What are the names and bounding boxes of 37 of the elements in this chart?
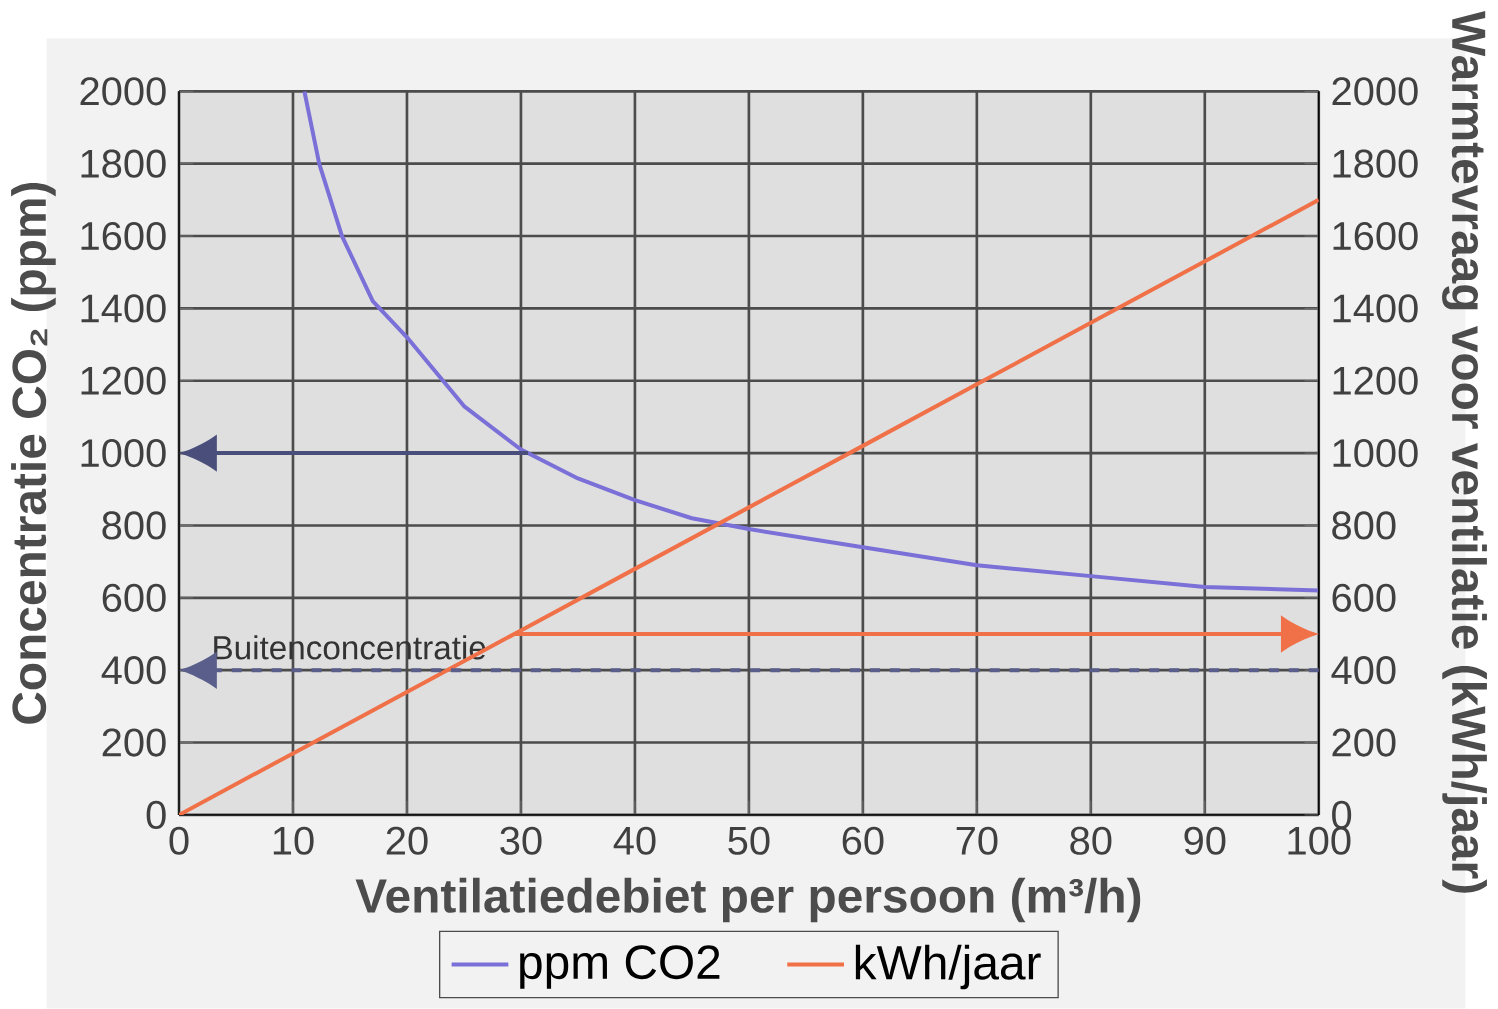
y2-tick-label: 400 xyxy=(1331,656,1396,685)
x-tick-label: 90 xyxy=(1184,826,1226,855)
y-tick-label: 800 xyxy=(102,511,166,540)
y-tick-label: 200 xyxy=(102,728,166,757)
y-tick-label: 600 xyxy=(102,583,166,613)
y2-tick-label: 600 xyxy=(1332,583,1396,613)
y-tick-label: 0 xyxy=(146,800,166,830)
x-axis-title: Ventilatiedebiet per persoon (m³/h) xyxy=(355,877,1141,923)
y-tick-label: 1000 xyxy=(81,439,166,468)
y-tick-label: 1800 xyxy=(81,149,166,178)
y-tick-label: 1200 xyxy=(81,366,166,395)
y2-tick-label: 1600 xyxy=(1333,222,1418,251)
x-tick-label: 40 xyxy=(613,826,656,855)
y2-tick-label: 1400 xyxy=(1333,294,1418,323)
x-tick-label: 50 xyxy=(728,826,770,855)
y-tick-label: 1400 xyxy=(81,294,166,323)
y2-tick-label: 2000 xyxy=(1332,77,1418,106)
x-tick-label: 80 xyxy=(1070,826,1112,855)
x-tick-label: 10 xyxy=(273,826,314,855)
x-tick-label: 100 xyxy=(1288,826,1351,855)
x-tick-label: 20 xyxy=(386,826,428,855)
y2-tick-label: 1800 xyxy=(1333,149,1418,178)
y2-tick-label: 800 xyxy=(1332,511,1396,540)
x-tick-label: 0 xyxy=(169,826,189,855)
x-tick-label: 60 xyxy=(842,826,884,855)
x-tick-label: 70 xyxy=(956,826,998,855)
y2-tick-label: 1200 xyxy=(1333,366,1418,395)
y-axis-title: Concentratie CO₂ (ppm) xyxy=(11,183,56,724)
legend-label: kWh/jaar xyxy=(855,944,1041,990)
y-tick-label: 2000 xyxy=(80,77,166,106)
x-tick-label: 30 xyxy=(500,826,542,855)
legend-label: ppm CO2 xyxy=(520,945,720,989)
y2-tick-label: 200 xyxy=(1332,728,1396,757)
y-tick-label: 400 xyxy=(101,656,166,685)
y2-tick-label: 1000 xyxy=(1333,439,1418,468)
y2-axis-title: Warmtevraag voor ventilatie (kWh/jaar) xyxy=(1442,11,1487,893)
y-tick-label: 1600 xyxy=(81,222,166,251)
